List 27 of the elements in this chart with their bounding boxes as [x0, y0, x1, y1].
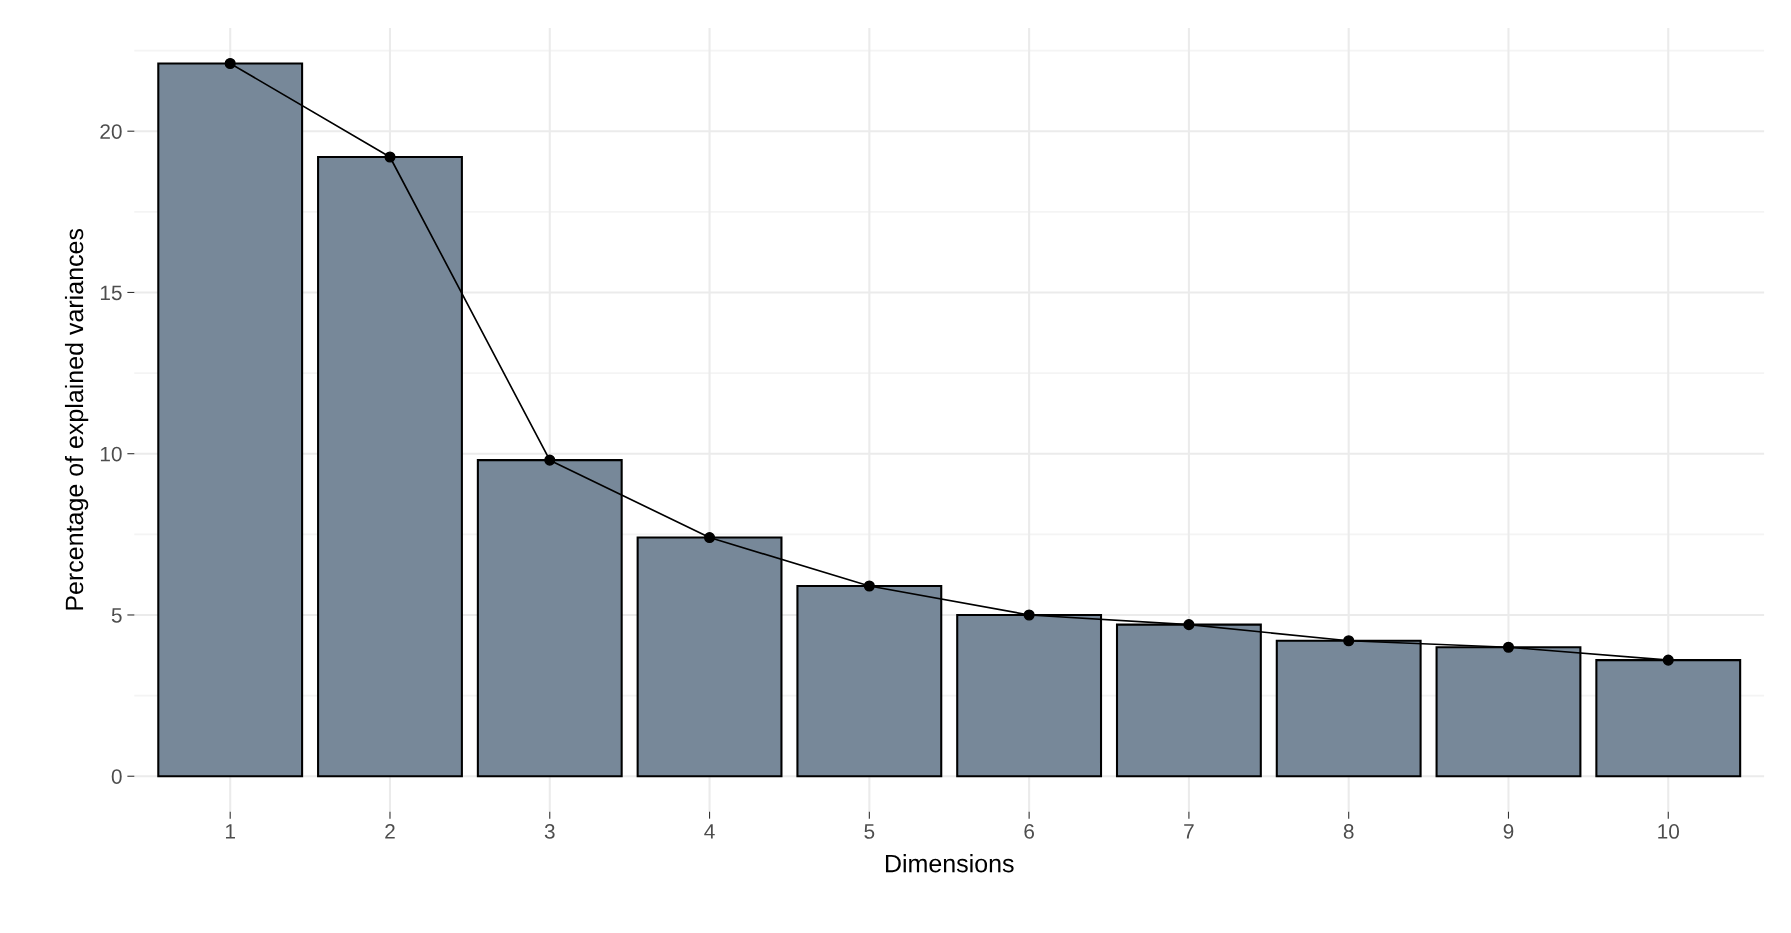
x-tick-label: 5	[864, 824, 875, 839]
point	[863, 580, 875, 592]
x-tick-label: 1	[225, 824, 235, 839]
x-tick-label: 7	[1184, 824, 1194, 839]
x-tick-label: 2	[385, 824, 395, 839]
point	[1183, 619, 1195, 631]
y-tick-label: 15	[100, 285, 122, 301]
point	[1343, 635, 1355, 647]
x-tick-label: 10	[1658, 824, 1680, 839]
y-tick-label: 20	[100, 124, 122, 139]
x-tick-label: 6	[1024, 824, 1034, 839]
y-tick-label: 10	[100, 446, 122, 462]
x-axis-title: Dimensions	[885, 854, 1014, 873]
y-tick-label: 5	[111, 608, 122, 623]
x-tick-label: 4	[704, 824, 715, 839]
y-axis-title: Percentage of explained variances	[64, 228, 89, 610]
point	[544, 454, 556, 466]
point	[224, 57, 236, 70]
y-tick-label: 0	[111, 769, 122, 784]
point	[1023, 609, 1035, 621]
point	[384, 151, 396, 163]
x-tick-label: 3	[544, 824, 555, 839]
x-tick-label: 8	[1343, 824, 1354, 839]
point	[1502, 641, 1515, 653]
point	[703, 532, 716, 544]
x-tick-label: 9	[1503, 824, 1514, 839]
point	[1662, 654, 1674, 666]
